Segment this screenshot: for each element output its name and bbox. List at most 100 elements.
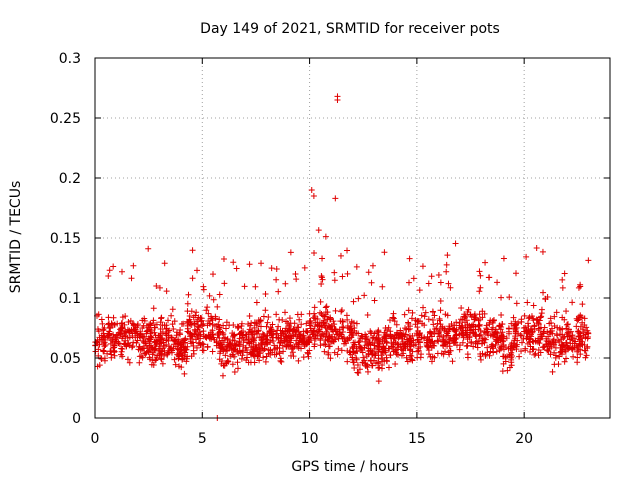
data-point (543, 335, 550, 342)
data-point (136, 359, 143, 366)
data-point (418, 334, 425, 341)
data-point (351, 364, 358, 371)
data-point (285, 327, 292, 334)
data-point (442, 348, 449, 355)
data-point (518, 348, 525, 355)
data-point (306, 339, 313, 346)
data-point (235, 323, 242, 330)
data-point (227, 340, 234, 347)
data-point (538, 306, 545, 313)
data-point (390, 339, 397, 346)
data-point (236, 338, 243, 345)
data-point (544, 347, 551, 354)
data-point (350, 348, 357, 355)
data-point (425, 316, 432, 323)
data-point (403, 326, 410, 333)
data-point (573, 323, 580, 330)
data-point (378, 352, 385, 359)
data-point (563, 325, 570, 332)
data-point (317, 298, 324, 305)
data-point (322, 304, 329, 311)
data-point (119, 314, 126, 321)
data-point (435, 338, 442, 345)
data-point (291, 343, 298, 350)
data-points (92, 93, 592, 421)
grid-lines (95, 58, 610, 418)
data-point (185, 291, 192, 298)
data-point (466, 334, 473, 341)
data-point (468, 338, 475, 345)
data-point (468, 326, 475, 333)
data-point (549, 325, 556, 332)
data-point (458, 305, 465, 312)
data-point (256, 357, 263, 364)
data-point (161, 260, 168, 267)
data-point (414, 354, 421, 361)
data-point (106, 267, 113, 274)
data-point (499, 368, 506, 375)
data-point (231, 369, 238, 376)
data-point (428, 333, 435, 340)
data-point (158, 347, 165, 354)
data-point (230, 259, 237, 266)
data-point (473, 338, 480, 345)
data-point (512, 318, 519, 325)
data-point (368, 358, 375, 365)
data-point (337, 252, 344, 259)
data-point (338, 307, 345, 314)
data-point (225, 358, 232, 365)
data-point (244, 339, 251, 346)
data-point (156, 284, 163, 291)
data-point (276, 340, 283, 347)
data-point (442, 341, 449, 348)
data-point (331, 277, 338, 284)
data-point (344, 336, 351, 343)
data-point (452, 328, 459, 335)
y-tick-label: 0.2 (59, 171, 81, 187)
data-point (335, 345, 342, 352)
data-point (119, 335, 126, 342)
data-point (575, 284, 582, 291)
data-point (321, 348, 328, 355)
data-point (336, 330, 343, 337)
data-point (273, 265, 280, 272)
data-point (551, 361, 558, 368)
data-point (205, 310, 212, 317)
data-point (187, 321, 194, 328)
data-point (313, 328, 320, 335)
data-point (111, 352, 118, 359)
data-point (523, 253, 530, 260)
data-point (513, 270, 520, 277)
data-point (390, 310, 397, 317)
data-point (129, 344, 136, 351)
data-point (564, 321, 571, 328)
data-point (124, 356, 131, 363)
data-point (213, 338, 220, 345)
data-point (508, 320, 515, 327)
data-point (163, 322, 170, 329)
data-point (405, 307, 412, 314)
data-point (551, 313, 558, 320)
data-point (247, 336, 254, 343)
data-point (105, 272, 112, 279)
data-point (426, 351, 433, 358)
data-point (179, 352, 186, 359)
data-point (100, 327, 107, 334)
data-point (398, 331, 405, 338)
data-point (338, 347, 345, 354)
data-point (184, 325, 191, 332)
data-point (148, 327, 155, 334)
data-point (344, 247, 351, 254)
data-point (278, 358, 285, 365)
data-point (520, 325, 527, 332)
data-point (332, 307, 339, 314)
data-point (539, 248, 546, 255)
data-point (581, 315, 588, 322)
data-point (110, 263, 117, 270)
data-point (350, 319, 357, 326)
data-point (281, 337, 288, 344)
data-point (322, 341, 329, 348)
data-point (429, 316, 436, 323)
data-point (231, 353, 238, 360)
